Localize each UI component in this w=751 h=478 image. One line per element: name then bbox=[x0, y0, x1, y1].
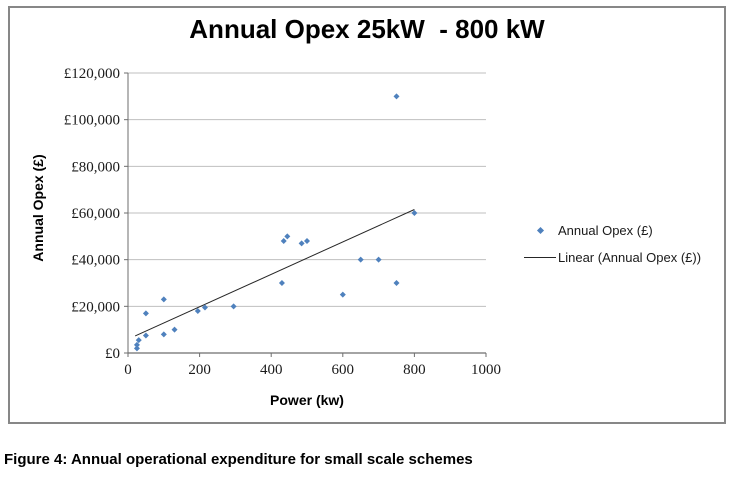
data-point bbox=[280, 238, 287, 244]
y-tick-label: £60,000 bbox=[71, 206, 120, 222]
chart-title: Annual Opex 25kW - 800 kW bbox=[189, 14, 545, 44]
x-tick-label: 800 bbox=[403, 362, 426, 378]
y-tick-label: £20,000 bbox=[71, 299, 120, 315]
trendline-sample-icon bbox=[524, 257, 556, 258]
data-point bbox=[160, 296, 167, 303]
legend-item-annual-opex: Annual Opex (£) bbox=[524, 220, 701, 241]
chart-legend: Annual Opex (£) Linear (Annual Opex (£)) bbox=[524, 220, 701, 268]
x-tick-label: 600 bbox=[332, 362, 355, 378]
legend-label-linear: Linear (Annual Opex (£)) bbox=[558, 250, 702, 265]
data-point bbox=[142, 310, 149, 317]
data-point bbox=[160, 331, 167, 338]
data-point bbox=[194, 308, 201, 314]
data-point bbox=[135, 337, 142, 344]
trendline bbox=[134, 209, 415, 337]
x-tick-label: 400 bbox=[260, 362, 283, 378]
x-tick-label: 200 bbox=[188, 362, 211, 378]
x-axis-title: Power (kw) bbox=[270, 392, 344, 408]
y-tick-label: £40,000 bbox=[71, 253, 120, 269]
data-point bbox=[375, 256, 382, 263]
figure-caption: Figure 4: Annual operational expenditure… bbox=[4, 451, 473, 468]
y-tick-label: £120,000 bbox=[64, 66, 120, 82]
legend-item-linear: Linear (Annual Opex (£)) bbox=[524, 247, 701, 268]
y-tick-label: £100,000 bbox=[64, 113, 120, 129]
data-point bbox=[357, 256, 364, 263]
data-point bbox=[142, 332, 149, 339]
data-point bbox=[393, 93, 400, 100]
diamond-marker-icon bbox=[536, 226, 544, 235]
x-tick-label: 1000 bbox=[471, 362, 501, 378]
data-point bbox=[278, 280, 285, 286]
data-point bbox=[201, 304, 208, 311]
legend-icon-box bbox=[524, 257, 556, 258]
data-point bbox=[298, 240, 305, 247]
data-point bbox=[230, 303, 237, 310]
data-point bbox=[411, 210, 418, 216]
data-point bbox=[304, 238, 310, 244]
data-point bbox=[393, 280, 400, 286]
data-point bbox=[339, 291, 346, 298]
x-tick-label: 0 bbox=[124, 362, 132, 378]
data-point bbox=[284, 233, 291, 240]
data-point bbox=[133, 345, 140, 352]
y-tick-label: £80,000 bbox=[71, 159, 120, 175]
data-point bbox=[133, 341, 140, 348]
data-point bbox=[171, 326, 178, 333]
legend-label-annual-opex: Annual Opex (£) bbox=[558, 223, 653, 238]
y-tick-label: £0 bbox=[105, 346, 120, 362]
legend-icon-box bbox=[524, 226, 556, 235]
